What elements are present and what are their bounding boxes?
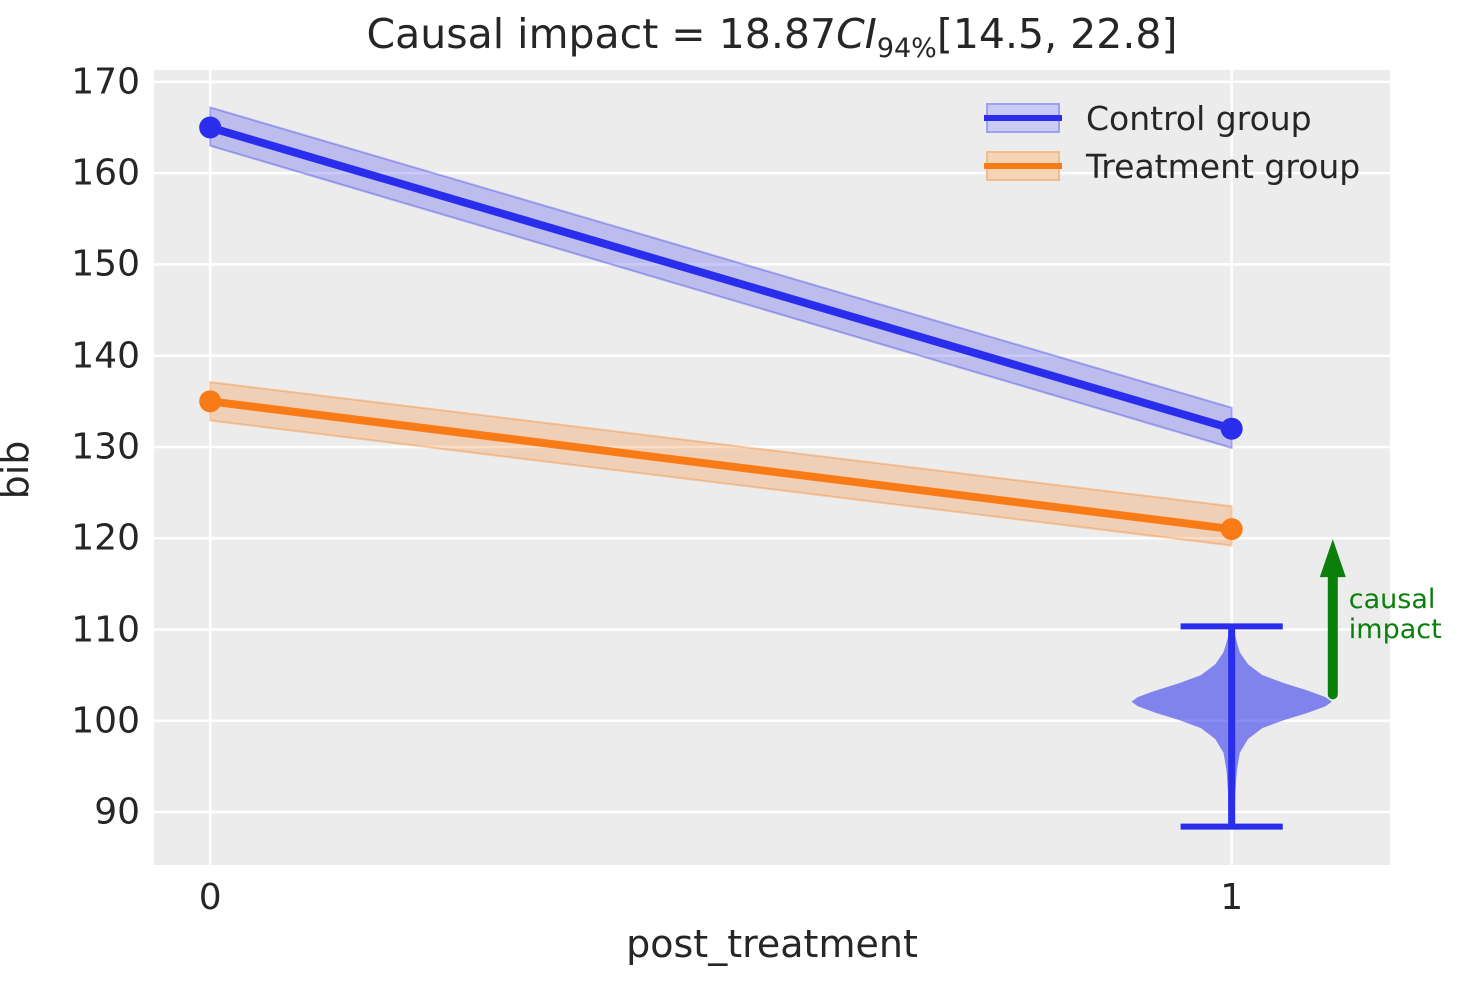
y-tick-label: 110 [71,609,140,650]
legend: Control group Treatment group [984,94,1361,190]
legend-label-control: Control group [1086,98,1312,138]
y-tick-label: 140 [71,335,140,377]
control-point [1220,417,1243,440]
y-tick-label: 170 [71,61,140,103]
causal-impact-annotation: causal impact [1349,585,1442,645]
legend-row-control: Control group [984,94,1360,142]
title-prefix: Causal impact = 18.87 [366,10,837,58]
x-tick-label: 0 [198,877,222,918]
treatment-band-swatch [984,151,1062,181]
annotation-line-1: causal [1348,584,1436,616]
control-band-swatch [984,103,1062,133]
legend-label-treatment: Treatment group [1086,146,1361,186]
treatment-point [199,390,222,413]
x-axis-label: post_treatment [626,922,918,966]
title-ci-sub: 94% [876,33,937,65]
treatment-point [1220,518,1243,541]
control-line [206,123,1236,433]
y-tick-label: 150 [71,243,140,285]
title-interval: [14.5, 22.8] [936,10,1178,58]
control-point [199,116,222,139]
control-line-swatch [984,115,1062,121]
title-ci: CI [836,10,877,58]
treatment-line-swatch [984,163,1062,169]
y-tick-label: 100 [71,700,140,742]
y-tick-label: 90 [94,791,140,833]
annotation-line-2: impact [1348,614,1442,646]
treatment-line [206,397,1236,534]
plot-background [154,70,1390,865]
y-tick-label: 160 [71,152,140,194]
x-tick-label: 1 [1220,877,1244,918]
y-tick-label: 130 [71,426,140,468]
causal-impact-arrow-head [1319,539,1346,578]
legend-row-treatment: Treatment group [984,142,1361,190]
chart-title: Causal impact = 18.87CI94%[14.5, 22.8] [154,10,1390,62]
y-tick-label: 120 [71,517,140,559]
